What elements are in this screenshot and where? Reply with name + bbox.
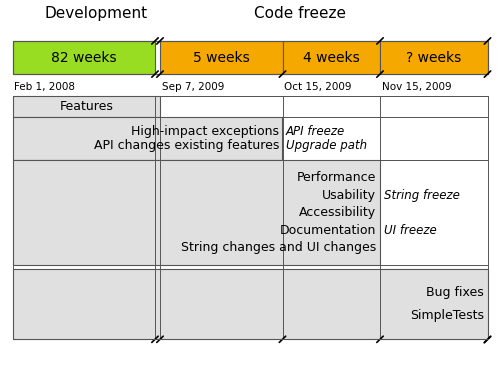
Text: Accessibility: Accessibility xyxy=(299,206,376,219)
Bar xyxy=(12,269,488,339)
Bar xyxy=(12,160,380,265)
Bar xyxy=(12,117,282,160)
Text: String freeze: String freeze xyxy=(384,188,460,202)
Text: Oct 15, 2009: Oct 15, 2009 xyxy=(284,82,352,92)
Bar xyxy=(12,96,160,117)
Text: Nov 15, 2009: Nov 15, 2009 xyxy=(382,82,451,92)
Text: Features: Features xyxy=(60,100,113,113)
Text: Code freeze: Code freeze xyxy=(254,6,346,21)
Bar xyxy=(12,41,488,74)
Text: String changes and UI changes: String changes and UI changes xyxy=(181,241,376,254)
Text: Feb 1, 2008: Feb 1, 2008 xyxy=(14,82,75,92)
Bar xyxy=(380,41,488,74)
Text: 5 weeks: 5 weeks xyxy=(193,51,250,64)
Text: Documentation: Documentation xyxy=(280,223,376,237)
Text: 4 weeks: 4 weeks xyxy=(303,51,360,64)
Text: Sep 7, 2009: Sep 7, 2009 xyxy=(162,82,224,92)
Text: ? weeks: ? weeks xyxy=(406,51,462,64)
Text: Usability: Usability xyxy=(322,188,376,202)
Text: Upgrade path: Upgrade path xyxy=(286,139,367,152)
Text: API freeze: API freeze xyxy=(286,125,345,138)
Bar xyxy=(282,41,380,74)
Text: Performance: Performance xyxy=(296,171,376,184)
Text: UI freeze: UI freeze xyxy=(384,223,437,237)
Bar xyxy=(12,41,155,74)
Text: API changes existing features: API changes existing features xyxy=(94,139,279,152)
Text: High-impact exceptions: High-impact exceptions xyxy=(131,125,279,138)
Bar xyxy=(160,41,282,74)
Text: Bug fixes: Bug fixes xyxy=(426,286,484,299)
Text: Development: Development xyxy=(45,6,148,21)
Text: 82 weeks: 82 weeks xyxy=(51,51,116,64)
Text: SimpleTests: SimpleTests xyxy=(410,309,484,323)
